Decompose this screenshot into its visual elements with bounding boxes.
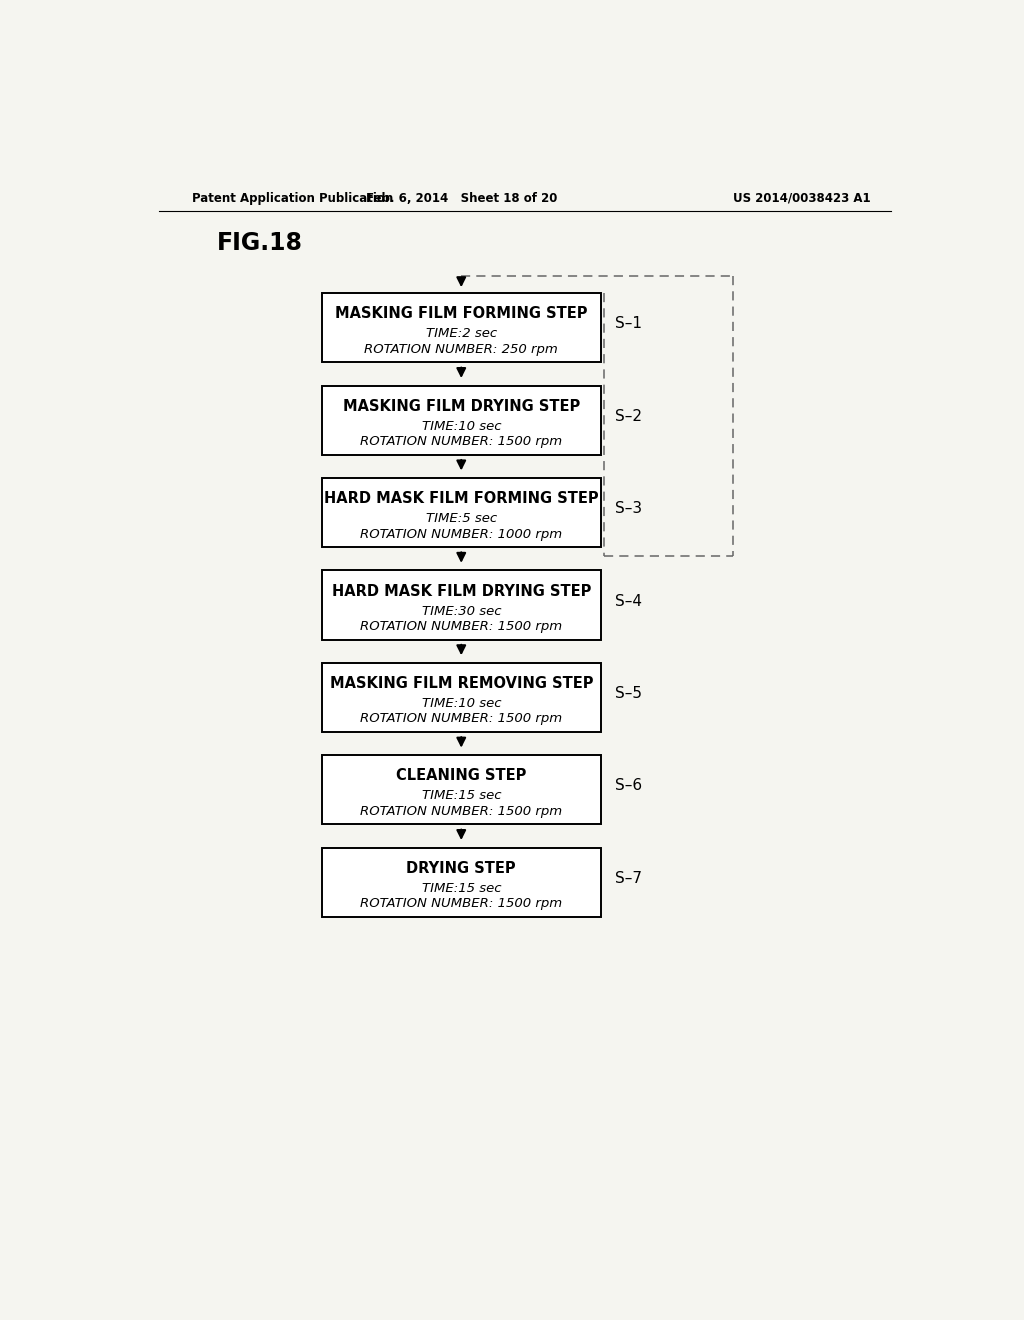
- Text: S–2: S–2: [614, 409, 642, 424]
- Text: HARD MASK FILM FORMING STEP: HARD MASK FILM FORMING STEP: [324, 491, 599, 507]
- Text: ROTATION NUMBER: 1500 rpm: ROTATION NUMBER: 1500 rpm: [360, 805, 562, 818]
- Text: MASKING FILM FORMING STEP: MASKING FILM FORMING STEP: [335, 306, 588, 322]
- Bar: [322, 293, 601, 363]
- Text: HARD MASK FILM DRYING STEP: HARD MASK FILM DRYING STEP: [332, 583, 591, 599]
- Text: ROTATION NUMBER: 1500 rpm: ROTATION NUMBER: 1500 rpm: [360, 898, 562, 911]
- Text: MASKING FILM REMOVING STEP: MASKING FILM REMOVING STEP: [330, 676, 593, 692]
- Text: US 2014/0038423 A1: US 2014/0038423 A1: [733, 191, 871, 205]
- Text: TIME:10 sec: TIME:10 sec: [422, 420, 501, 433]
- Text: DRYING STEP: DRYING STEP: [407, 861, 516, 876]
- Text: FIG.18: FIG.18: [217, 231, 303, 255]
- Text: TIME:15 sec: TIME:15 sec: [422, 789, 501, 803]
- Text: S–6: S–6: [614, 779, 642, 793]
- Text: S–5: S–5: [614, 686, 642, 701]
- Text: Feb. 6, 2014   Sheet 18 of 20: Feb. 6, 2014 Sheet 18 of 20: [366, 191, 557, 205]
- Text: TIME:15 sec: TIME:15 sec: [422, 882, 501, 895]
- Text: ROTATION NUMBER: 1500 rpm: ROTATION NUMBER: 1500 rpm: [360, 713, 562, 726]
- Text: ROTATION NUMBER: 1500 rpm: ROTATION NUMBER: 1500 rpm: [360, 436, 562, 449]
- Text: ROTATION NUMBER: 1000 rpm: ROTATION NUMBER: 1000 rpm: [360, 528, 562, 541]
- Bar: [322, 847, 601, 917]
- Text: CLEANING STEP: CLEANING STEP: [396, 768, 526, 784]
- Text: S–4: S–4: [614, 594, 642, 609]
- Bar: [322, 755, 601, 825]
- Text: S–7: S–7: [614, 871, 642, 886]
- Text: S–3: S–3: [614, 502, 642, 516]
- Bar: [322, 570, 601, 640]
- Text: TIME:2 sec: TIME:2 sec: [426, 327, 497, 341]
- Text: Patent Application Publication: Patent Application Publication: [191, 191, 393, 205]
- Text: ROTATION NUMBER: 1500 rpm: ROTATION NUMBER: 1500 rpm: [360, 620, 562, 634]
- Text: MASKING FILM DRYING STEP: MASKING FILM DRYING STEP: [343, 399, 580, 414]
- Bar: [322, 478, 601, 548]
- Text: ROTATION NUMBER: 250 rpm: ROTATION NUMBER: 250 rpm: [365, 343, 558, 356]
- Text: S–1: S–1: [614, 317, 642, 331]
- Text: TIME:5 sec: TIME:5 sec: [426, 512, 497, 525]
- Text: TIME:10 sec: TIME:10 sec: [422, 697, 501, 710]
- Text: TIME:30 sec: TIME:30 sec: [422, 605, 501, 618]
- Bar: [322, 385, 601, 455]
- Bar: [322, 663, 601, 733]
